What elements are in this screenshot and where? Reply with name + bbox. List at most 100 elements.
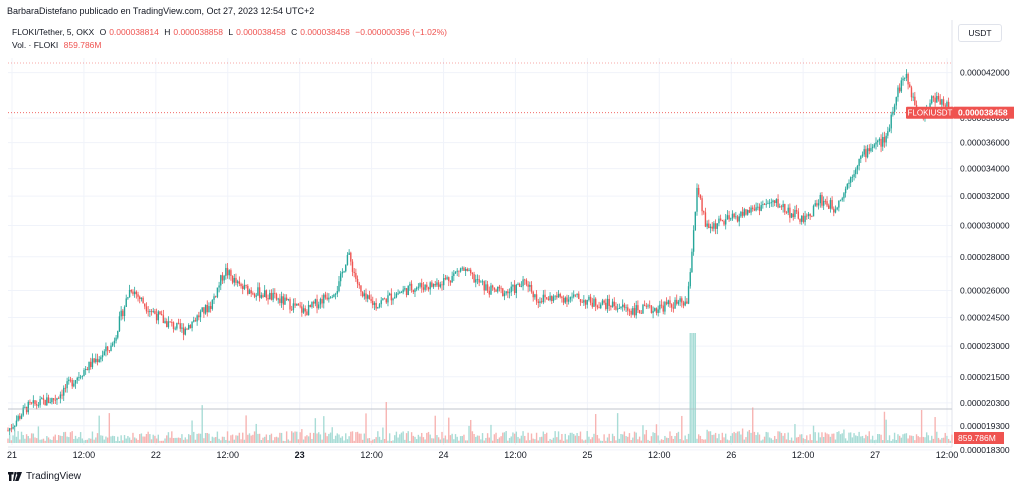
volume-bar bbox=[765, 431, 767, 443]
candle-body bbox=[307, 305, 310, 316]
volume-bar bbox=[547, 440, 550, 443]
volume-bar bbox=[914, 440, 916, 443]
volume-bar bbox=[461, 435, 463, 443]
volume-bar bbox=[37, 426, 40, 443]
volume-bar bbox=[137, 439, 139, 443]
published-by-text: BarbaraDistefano publicado en TradingVie… bbox=[7, 6, 315, 16]
candle-body bbox=[323, 294, 325, 304]
volume-bar bbox=[108, 413, 111, 443]
volume-bar bbox=[790, 437, 793, 443]
candle-body bbox=[407, 285, 409, 296]
volume-bar bbox=[863, 438, 865, 443]
volume-bar bbox=[88, 438, 90, 443]
candle-body bbox=[117, 331, 119, 338]
last-price-symbol-text: FLOKIUSDT bbox=[908, 109, 953, 118]
candle-body bbox=[282, 296, 284, 305]
volume-bar bbox=[851, 437, 854, 443]
candle-body bbox=[68, 379, 70, 382]
volume-bar bbox=[150, 439, 153, 443]
candle-body bbox=[336, 291, 339, 294]
volume-bar bbox=[388, 433, 391, 443]
candle-body bbox=[461, 267, 463, 269]
candle-body bbox=[625, 307, 627, 309]
volume-bar bbox=[527, 432, 529, 443]
volume-bar bbox=[841, 433, 843, 443]
volume-bar bbox=[638, 436, 641, 443]
volume-bar bbox=[855, 435, 857, 443]
volume-label[interactable]: Vol. · FLOKI bbox=[12, 40, 59, 50]
candle-body bbox=[206, 304, 208, 313]
volume-bar bbox=[632, 437, 634, 443]
volume-bar bbox=[336, 433, 339, 443]
candle-body bbox=[944, 105, 946, 107]
candle-body bbox=[513, 284, 516, 294]
candle-body bbox=[193, 320, 195, 322]
volume-bar bbox=[633, 431, 636, 443]
candle-body bbox=[613, 301, 615, 307]
candle-body bbox=[947, 101, 950, 111]
volume-bar bbox=[537, 440, 539, 443]
volume-bar bbox=[432, 438, 435, 443]
candle-body bbox=[696, 187, 698, 212]
volume-bar bbox=[740, 434, 742, 443]
volume-bar bbox=[279, 432, 281, 443]
volume-bar bbox=[351, 431, 354, 443]
candle-body bbox=[740, 211, 742, 217]
volume-bar bbox=[466, 440, 469, 443]
volume-bar bbox=[676, 433, 678, 443]
candle-body bbox=[301, 306, 303, 313]
volume-bar bbox=[456, 436, 458, 443]
candle-body bbox=[19, 416, 21, 419]
candle-body bbox=[106, 346, 109, 351]
volume-bar bbox=[833, 433, 835, 443]
volume-bar bbox=[856, 436, 859, 443]
volume-bar bbox=[679, 439, 681, 443]
candle-body bbox=[704, 212, 707, 227]
volume-bar bbox=[870, 439, 872, 443]
volume-bar bbox=[936, 431, 938, 443]
tradingview-footer: TradingView bbox=[8, 471, 81, 482]
volume-bar bbox=[670, 435, 673, 443]
volume-bar bbox=[861, 435, 864, 443]
volume-bar bbox=[508, 437, 511, 443]
volume-bar bbox=[463, 434, 465, 443]
volume-bar bbox=[177, 437, 180, 443]
volume-bar bbox=[660, 439, 663, 443]
volume-bar bbox=[480, 439, 482, 443]
volume-bar bbox=[458, 440, 460, 443]
candle-body bbox=[498, 286, 501, 289]
candle-body bbox=[326, 297, 328, 300]
candle-body bbox=[801, 215, 803, 222]
candle-body bbox=[665, 302, 668, 305]
candle-body bbox=[750, 207, 752, 213]
volume-bar bbox=[768, 437, 771, 443]
volume-bar bbox=[120, 435, 122, 443]
volume-bar bbox=[802, 438, 805, 443]
candle-body bbox=[56, 398, 58, 401]
candle-body bbox=[736, 216, 739, 222]
volume-bar bbox=[122, 440, 124, 443]
candle-body bbox=[69, 379, 72, 381]
volume-bar bbox=[932, 438, 935, 443]
volume-bar bbox=[630, 440, 632, 443]
volume-bar bbox=[576, 432, 578, 443]
candle-body bbox=[860, 156, 862, 159]
candle-body bbox=[907, 73, 909, 85]
volume-bar bbox=[665, 437, 668, 443]
candle-body bbox=[763, 204, 766, 206]
volume-bar bbox=[613, 436, 615, 443]
currency-button[interactable]: USDT bbox=[958, 24, 1002, 42]
candle-body bbox=[844, 188, 847, 194]
volume-bar bbox=[643, 434, 646, 443]
y-axis-tick-label: 0.000023000 bbox=[960, 341, 1010, 351]
candle-body bbox=[603, 300, 605, 303]
volume-bar bbox=[736, 431, 739, 443]
volume-bar bbox=[486, 433, 489, 443]
candle-body bbox=[708, 223, 710, 229]
candle-body bbox=[676, 299, 678, 304]
candle-body bbox=[81, 376, 84, 377]
symbol-label[interactable]: FLOKI/Tether, 5, OKX bbox=[12, 27, 95, 37]
volume-bar bbox=[24, 438, 26, 443]
volume-bar bbox=[68, 437, 70, 443]
